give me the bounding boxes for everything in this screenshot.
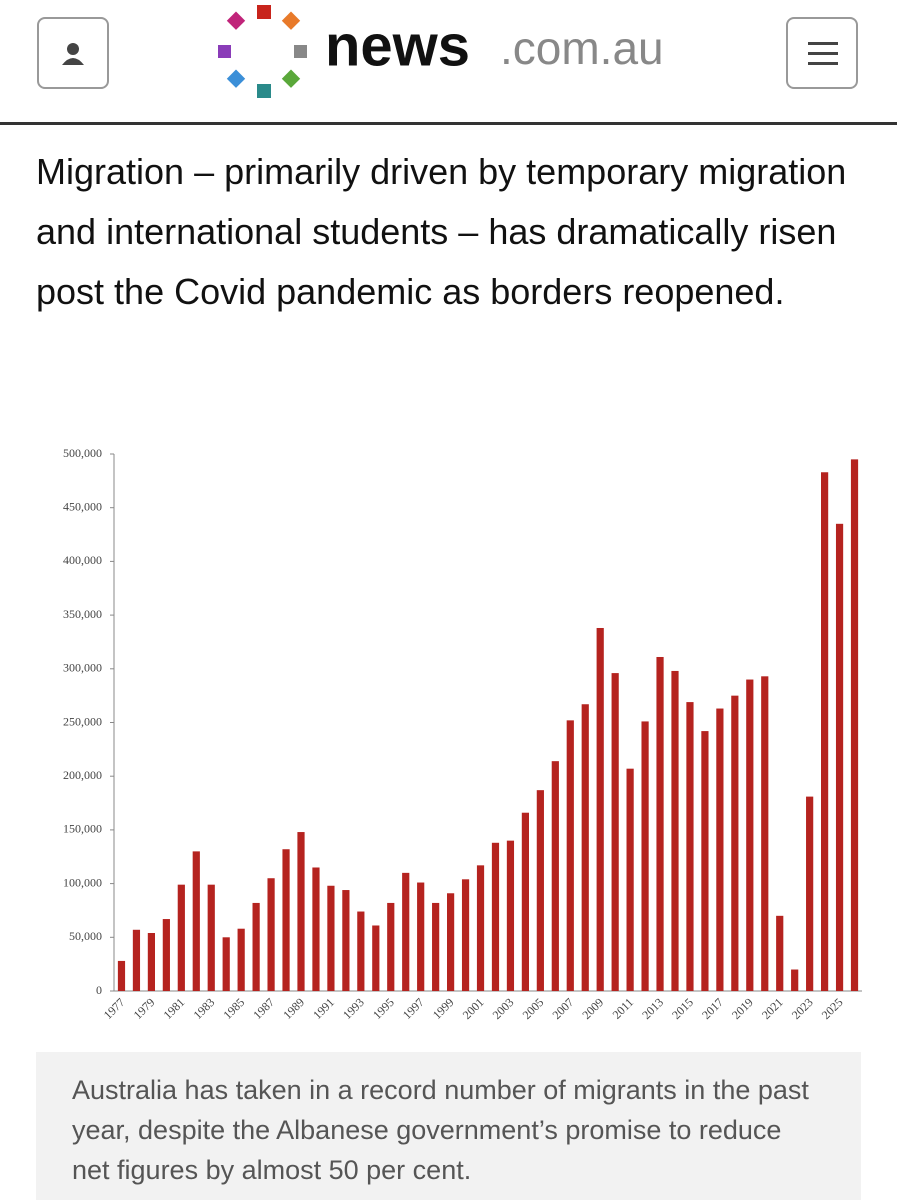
x-tick-label: 1985 xyxy=(220,995,247,1022)
x-tick-label: 1993 xyxy=(340,995,367,1022)
x-tick-label: 1979 xyxy=(131,995,158,1022)
bar xyxy=(761,676,769,991)
bar xyxy=(267,878,275,991)
x-tick-label: 2007 xyxy=(549,995,576,1022)
bar xyxy=(222,937,230,991)
bar xyxy=(282,849,290,991)
bar xyxy=(716,708,724,991)
x-tick-label: 2009 xyxy=(579,995,606,1022)
bar xyxy=(447,893,455,991)
bar xyxy=(461,879,470,991)
bar xyxy=(776,915,784,991)
bar xyxy=(357,911,365,991)
x-tick-label: 1977 xyxy=(101,995,128,1022)
bar xyxy=(132,929,141,991)
x-tick-label: 2013 xyxy=(639,995,666,1022)
bar xyxy=(192,851,200,991)
bar xyxy=(521,812,529,991)
x-tick-label: 1987 xyxy=(250,995,277,1022)
bar xyxy=(237,928,245,991)
bar xyxy=(312,867,320,991)
bar xyxy=(147,933,155,991)
bar xyxy=(641,721,649,991)
caption: Australia has taken in a record number o… xyxy=(36,1052,861,1200)
chart: 0 50,000 100,000 150,000 200,000 250,000 300,0… xyxy=(63,446,862,1022)
bar xyxy=(686,702,694,991)
user-icon xyxy=(62,43,84,65)
menu-button[interactable] xyxy=(786,17,858,89)
bar xyxy=(432,902,440,991)
x-tick-label: 2011 xyxy=(610,995,637,1022)
y-tick-label: 500,000 xyxy=(63,446,102,460)
bar xyxy=(850,459,859,991)
bar xyxy=(835,523,844,991)
y-tick-label: 50,000 xyxy=(69,929,102,943)
bar xyxy=(491,842,500,991)
bar xyxy=(806,796,814,991)
x-tick-label: 2017 xyxy=(699,995,726,1022)
y-tick-label: 400,000 xyxy=(63,553,102,567)
y-tick-label: 150,000 xyxy=(63,822,102,836)
logo-main: news xyxy=(325,13,470,78)
menu-icon xyxy=(808,42,838,65)
y-tick-label: 350,000 xyxy=(63,607,102,621)
y-tick-label: 250,000 xyxy=(63,714,102,728)
bar xyxy=(596,627,604,991)
logo: news .com.au xyxy=(218,5,664,98)
logo-domain: .com.au xyxy=(500,22,664,74)
bar xyxy=(297,832,305,991)
x-tick-label: 2005 xyxy=(520,995,547,1022)
y-tick-label: 450,000 xyxy=(63,499,102,513)
x-tick-label: 2001 xyxy=(460,995,487,1022)
bar xyxy=(731,695,739,991)
x-tick-label: 1999 xyxy=(430,995,457,1022)
x-tick-label: 1997 xyxy=(400,995,427,1022)
y-tick-label: 200,000 xyxy=(63,768,102,782)
bar xyxy=(791,969,799,991)
x-tick-label: 2021 xyxy=(759,995,786,1022)
y-tick-label: 300,000 xyxy=(63,661,102,675)
x-tick-label: 1981 xyxy=(161,995,188,1022)
y-tick-label: 100,000 xyxy=(63,875,102,889)
x-tick-label: 2025 xyxy=(819,995,846,1022)
header-rule xyxy=(0,122,897,125)
bar xyxy=(701,731,709,991)
x-tick-label: 2015 xyxy=(669,995,696,1022)
bar xyxy=(117,960,126,991)
x-tick-label: 1989 xyxy=(280,995,307,1022)
bar xyxy=(536,790,544,991)
bar xyxy=(327,885,335,991)
bar xyxy=(387,902,395,991)
bar xyxy=(177,884,185,991)
x-tick-label: 1991 xyxy=(310,995,337,1022)
bar xyxy=(821,472,829,991)
bar xyxy=(551,761,559,991)
x-tick-label: 2019 xyxy=(729,995,756,1022)
bar xyxy=(746,679,754,991)
bar xyxy=(402,872,410,991)
bar xyxy=(506,840,515,991)
bar xyxy=(581,704,589,991)
bar xyxy=(342,890,350,991)
user-button[interactable] xyxy=(37,17,109,89)
x-tick-label: 1995 xyxy=(370,995,397,1022)
bar xyxy=(417,882,425,991)
bar xyxy=(671,670,679,991)
x-tick-label: 2003 xyxy=(490,995,517,1022)
paragraph: Migration – primarily driven by temporar… xyxy=(36,151,847,312)
x-tick-label: 1983 xyxy=(190,995,217,1022)
bar xyxy=(566,720,574,991)
bar xyxy=(372,925,380,991)
bar xyxy=(252,902,260,991)
y-tick-label: 0 xyxy=(96,983,102,997)
bar xyxy=(476,865,485,991)
bar xyxy=(626,768,634,991)
bar xyxy=(162,919,170,991)
bar xyxy=(656,656,664,991)
x-tick-label: 2023 xyxy=(789,995,816,1022)
bar xyxy=(207,884,215,991)
bar xyxy=(611,673,619,991)
